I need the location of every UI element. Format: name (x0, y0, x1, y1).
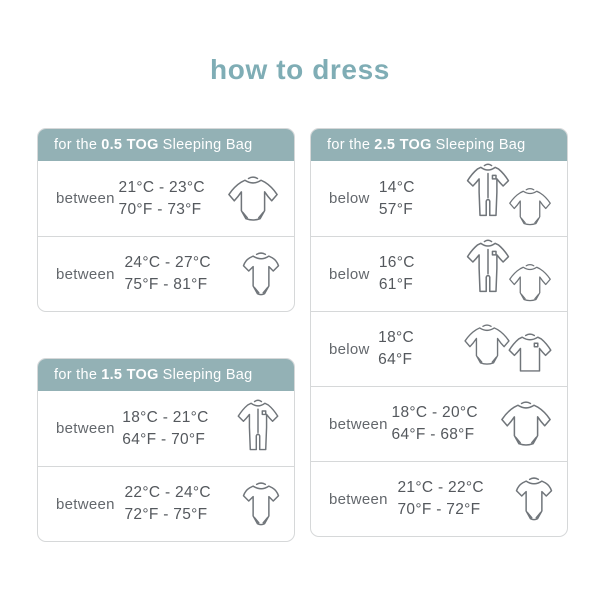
clothing-icons (224, 174, 294, 224)
header-tog-value: 2.5 TOG (374, 137, 432, 153)
clothing-icons (513, 475, 567, 524)
temperature-range: 18°C - 21°C 64°F - 70°F (122, 407, 234, 451)
short-sleeve-onesie-icon (513, 475, 555, 524)
table-header-0-5-tog: for the 0.5 TOG Sleeping Bag (38, 129, 294, 161)
table-header-2-5-tog: for the 2.5 TOG Sleeping Bag (311, 129, 567, 161)
long-sleeve-shirt-icon (505, 332, 555, 377)
condition-label: below (329, 340, 370, 358)
table-2-5-tog: for the 2.5 TOG Sleeping Bag below 14°C … (310, 128, 568, 537)
header-tog-value: 0.5 TOG (101, 137, 159, 153)
short-sleeve-onesie-icon (240, 480, 282, 529)
table-row: between 21°C - 23°C 70°F - 73°F (38, 161, 294, 236)
header-suffix: Sleeping Bag (162, 367, 253, 383)
temperature-range: 18°C 64°F (378, 327, 461, 371)
long-sleeve-onesie-icon (224, 174, 282, 224)
long-sleeve-onesie-icon (505, 262, 555, 304)
short-sleeve-onesie-icon (240, 250, 282, 299)
table-row: between 24°C - 27°C 75°F - 81°F (38, 236, 294, 311)
celsius-range: 16°C (378, 254, 415, 271)
temperature-range: 16°C 61°F (379, 252, 463, 296)
condition-label: between (56, 265, 115, 283)
fahrenheit-range: 57°F (378, 200, 413, 218)
celsius-range: 22°C - 24°C (124, 484, 211, 501)
header-suffix: Sleeping Bag (435, 137, 526, 153)
fahrenheit-range: 64°F - 68°F (391, 426, 475, 443)
table-row: below 14°C 57°F (311, 161, 567, 236)
sleepsuit-icon (234, 398, 282, 460)
fahrenheit-range: 61°F (378, 276, 413, 293)
table-0-5-tog: for the 0.5 TOG Sleeping Bag between 21°… (37, 128, 295, 312)
fahrenheit-range: 70°F - 72°F (397, 501, 481, 518)
temperature-range: 21°C - 22°C 70°F - 72°F (398, 477, 513, 521)
celsius-range: 18°C - 20°C (391, 404, 478, 421)
celsius-range: 18°C (378, 329, 414, 346)
temperature-range: 14°C 57°F (379, 177, 463, 221)
header-tog-value: 1.5 TOG (101, 367, 159, 383)
header-prefix: for the (327, 137, 371, 153)
clothing-icons (461, 322, 567, 377)
header-prefix: for the (54, 367, 98, 383)
condition-label: below (329, 190, 370, 207)
fahrenheit-range: 75°F - 81°F (124, 276, 208, 293)
fahrenheit-range: 70°F - 73°F (118, 200, 202, 218)
condition-label: between (56, 495, 115, 513)
fahrenheit-range: 64°F (378, 351, 413, 368)
temperature-range: 18°C - 20°C 64°F - 68°F (392, 402, 497, 446)
fahrenheit-range: 72°F - 75°F (124, 506, 208, 523)
header-suffix: Sleeping Bag (162, 137, 253, 153)
table-row: below 16°C 61°F (311, 236, 567, 311)
clothing-icons (240, 480, 294, 529)
celsius-range: 21°C - 22°C (397, 479, 484, 496)
table-row: between 18°C - 21°C 64°F - 70°F (38, 391, 294, 466)
page-title: how to dress (210, 54, 390, 85)
table-row: between 21°C - 22°C 70°F - 72°F (311, 461, 567, 536)
table-1-5-tog: for the 1.5 TOG Sleeping Bag between 18°… (37, 358, 295, 542)
long-sleeve-onesie-icon (497, 399, 555, 449)
condition-label: between (56, 190, 115, 207)
condition-label: below (329, 265, 370, 283)
table-row: between 22°C - 24°C 72°F - 75°F (38, 466, 294, 541)
condition-label: between (56, 420, 115, 437)
celsius-range: 21°C - 23°C (118, 178, 205, 196)
celsius-range: 14°C (378, 178, 415, 196)
long-sleeve-onesie-icon (505, 186, 555, 228)
table-row: below 18°C 64°F (311, 311, 567, 386)
header-prefix: for the (54, 137, 98, 153)
clothing-icons (497, 399, 567, 449)
clothing-icons (234, 398, 294, 460)
condition-label: between (329, 415, 388, 433)
celsius-range: 24°C - 27°C (124, 254, 211, 271)
fahrenheit-range: 64°F - 70°F (122, 430, 206, 448)
clothing-icons (463, 169, 567, 228)
clothing-icons (240, 250, 294, 299)
table-row: between 18°C - 20°C 64°F - 68°F (311, 386, 567, 461)
table-header-1-5-tog: for the 1.5 TOG Sleeping Bag (38, 359, 294, 391)
temperature-range: 24°C - 27°C 75°F - 81°F (125, 252, 240, 296)
celsius-range: 18°C - 21°C (122, 408, 209, 426)
temperature-range: 21°C - 23°C 70°F - 73°F (119, 177, 224, 221)
condition-label: between (329, 490, 388, 508)
clothing-icons (463, 245, 567, 304)
temperature-range: 22°C - 24°C 72°F - 75°F (125, 482, 240, 526)
